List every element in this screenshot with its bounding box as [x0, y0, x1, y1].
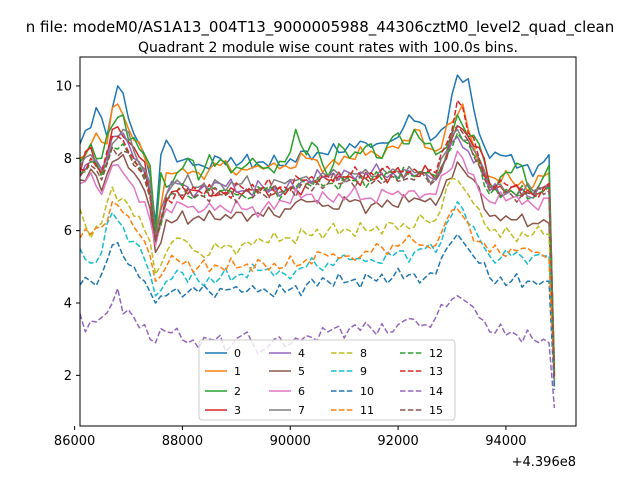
series-line-0 [79, 74, 556, 380]
legend-label-7: 7 [298, 404, 305, 417]
series-line-9 [79, 200, 556, 383]
x-axis-offset-label: +4.396e8 [512, 455, 576, 470]
legend-label-1: 1 [234, 365, 241, 378]
legend-label-13: 13 [429, 365, 443, 378]
y-tick-label: 8 [64, 152, 72, 167]
series-line-11 [79, 200, 556, 380]
legend-label-5: 5 [298, 365, 305, 378]
legend-label-0: 0 [234, 347, 241, 360]
series-line-7 [79, 128, 556, 372]
legend-label-2: 2 [234, 385, 241, 398]
legend-label-10: 10 [360, 385, 374, 398]
y-tick-label: 4 [64, 297, 72, 312]
y-tick-label: 6 [64, 224, 72, 239]
y-axis: 2 4 6 8 10 [55, 79, 80, 384]
series-line-8 [79, 177, 556, 387]
y-tick-label: 2 [64, 369, 72, 384]
legend-label-9: 9 [360, 365, 367, 378]
legend-label-14: 14 [429, 385, 443, 398]
y-tick-label: 10 [55, 79, 72, 94]
x-tick-label: 88000 [162, 434, 203, 449]
legend-label-8: 8 [360, 347, 367, 360]
x-tick-label: 90000 [270, 434, 311, 449]
x-tick-label: 94000 [485, 434, 526, 449]
series-line-10 [79, 233, 556, 390]
legend-label-12: 12 [429, 347, 443, 360]
series-layer [79, 74, 556, 408]
legend-label-6: 6 [298, 385, 305, 398]
legend-label-4: 4 [298, 347, 305, 360]
series-line-2 [79, 114, 556, 372]
x-tick-label: 86000 [54, 434, 95, 449]
legend-frame [198, 339, 456, 421]
x-tick-label: 92000 [377, 434, 418, 449]
x-axis: 86000 88000 90000 92000 94000 [54, 426, 527, 449]
series-line-15 [79, 124, 556, 380]
legend-label-15: 15 [429, 404, 443, 417]
legend-label-11: 11 [360, 404, 374, 417]
legend-label-3: 3 [234, 404, 241, 417]
chart-title: Quadrant 2 module wise count rates with … [138, 40, 518, 56]
figure-suptitle: n file: modeM0/AS1A13_004T13_9000005988_… [26, 18, 615, 37]
plot-frame [79, 56, 577, 427]
